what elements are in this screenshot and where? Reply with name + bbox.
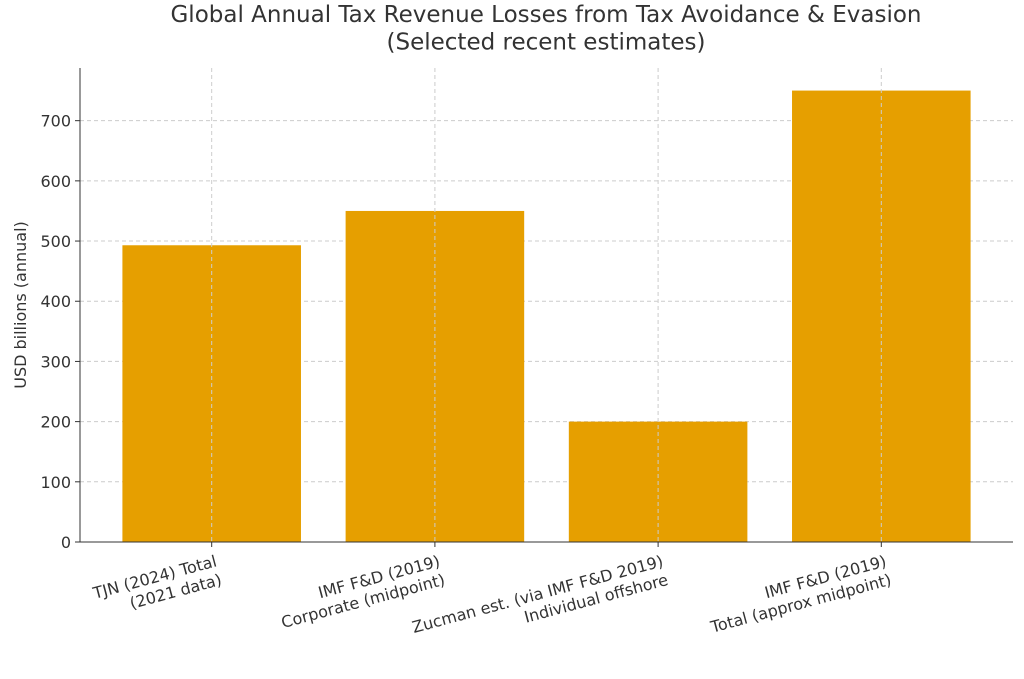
y-tick-label: 100 (40, 473, 71, 492)
y-tick-label: 400 (40, 292, 71, 311)
y-tick-label: 200 (40, 413, 71, 432)
x-tick-label: IMF F&D (2019)Total (approx midpoint) (703, 552, 894, 637)
y-tick-label: 300 (40, 352, 71, 371)
chart-title: Global Annual Tax Revenue Losses from Ta… (170, 2, 921, 56)
y-axis-label: USD billions (annual) (11, 221, 30, 389)
y-tick-label: 600 (40, 172, 71, 191)
y-tick-label: 0 (61, 533, 71, 552)
y-tick-label: 700 (40, 112, 71, 131)
x-tick-label: TJN (2024) Total(2021 data) (90, 552, 224, 622)
y-tick-label: 500 (40, 232, 71, 251)
x-tick-label: Zucman est. (via IMF F&D 2019)Individual… (410, 552, 670, 656)
